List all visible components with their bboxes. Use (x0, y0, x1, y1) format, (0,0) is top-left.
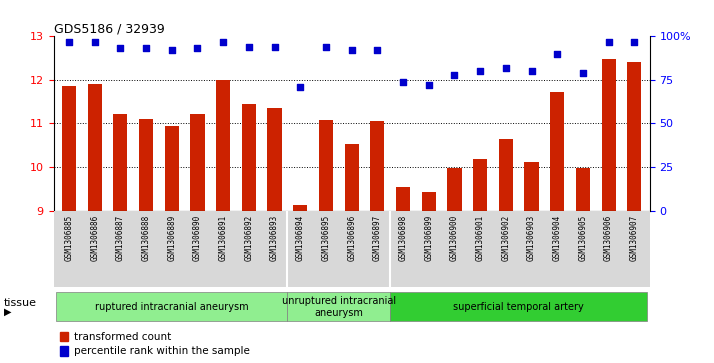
Point (115, 46, 126, 52)
Text: unruptured intracranial
aneurysm: unruptured intracranial aneurysm (282, 296, 396, 318)
Text: transformed count: transformed count (74, 331, 171, 342)
Text: GSM1306899: GSM1306899 (424, 214, 433, 261)
FancyBboxPatch shape (56, 292, 288, 322)
Text: tissue: tissue (4, 298, 36, 309)
Text: GSM1306888: GSM1306888 (141, 214, 151, 261)
Bar (371, 121, 384, 211)
Text: GSM1306906: GSM1306906 (604, 214, 613, 261)
Text: GSM1306896: GSM1306896 (347, 214, 356, 261)
Bar (396, 187, 410, 211)
Text: GSM1306907: GSM1306907 (630, 214, 639, 261)
Text: GSM1306905: GSM1306905 (578, 214, 588, 261)
Text: ▶: ▶ (4, 307, 11, 317)
FancyBboxPatch shape (390, 292, 647, 322)
Bar (319, 120, 333, 211)
Bar (88, 84, 101, 211)
Point (269, 44, 281, 50)
Bar (525, 162, 538, 211)
Text: GSM1306891: GSM1306891 (218, 214, 228, 261)
Point (218, 38, 229, 44)
Text: GSM1306900: GSM1306900 (450, 214, 459, 261)
Text: GSM1306890: GSM1306890 (193, 214, 202, 261)
Point (448, 72, 460, 78)
Text: GSM1306895: GSM1306895 (321, 214, 331, 261)
Text: percentile rank within the sample: percentile rank within the sample (74, 346, 251, 356)
Bar (550, 92, 564, 211)
Point (243, 44, 255, 50)
Text: ruptured intracranial aneurysm: ruptured intracranial aneurysm (95, 302, 248, 312)
Text: GSM1306889: GSM1306889 (167, 214, 176, 261)
Point (500, 65, 511, 70)
Text: GSM1306897: GSM1306897 (373, 214, 382, 261)
Point (192, 46, 203, 52)
Text: GSM1306902: GSM1306902 (501, 214, 511, 261)
Bar (345, 144, 358, 211)
Bar (602, 59, 615, 211)
Text: GSM1306898: GSM1306898 (398, 214, 408, 261)
Bar (628, 62, 641, 211)
Text: GSM1306885: GSM1306885 (64, 214, 74, 261)
Point (371, 47, 383, 53)
Point (551, 51, 563, 57)
Bar (448, 168, 461, 211)
Text: GSM1306886: GSM1306886 (90, 214, 99, 261)
Bar (216, 80, 230, 211)
Point (346, 47, 357, 53)
Bar (59, 332, 69, 341)
Bar (473, 159, 487, 211)
Point (577, 70, 588, 76)
Point (423, 82, 434, 88)
Text: GSM1306901: GSM1306901 (476, 214, 485, 261)
Point (526, 68, 537, 74)
Point (295, 84, 306, 90)
Bar (576, 168, 590, 211)
Text: GSM1306894: GSM1306894 (296, 214, 305, 261)
Bar (293, 205, 307, 211)
Text: GSM1306893: GSM1306893 (270, 214, 279, 261)
Bar (165, 126, 178, 211)
Text: GSM1306903: GSM1306903 (527, 214, 536, 261)
Text: GSM1306892: GSM1306892 (244, 214, 253, 261)
Point (89, 38, 101, 44)
Bar (59, 346, 69, 356)
Text: GSM1306887: GSM1306887 (116, 214, 125, 261)
Bar (422, 192, 436, 211)
Point (397, 79, 408, 85)
Bar (139, 119, 153, 211)
Bar (62, 86, 76, 211)
Point (628, 38, 640, 44)
Text: GSM1306904: GSM1306904 (553, 214, 562, 261)
Bar (499, 139, 513, 211)
Point (64, 38, 75, 44)
Point (474, 68, 486, 74)
Bar (242, 104, 256, 211)
Bar (191, 114, 204, 211)
FancyBboxPatch shape (288, 292, 390, 322)
Point (321, 44, 332, 50)
Point (141, 46, 152, 52)
Text: superficial temporal artery: superficial temporal artery (453, 302, 584, 312)
Text: GDS5186 / 32939: GDS5186 / 32939 (54, 22, 164, 35)
Bar (114, 114, 127, 211)
Point (603, 38, 614, 44)
Point (166, 47, 178, 53)
Bar (268, 108, 281, 211)
